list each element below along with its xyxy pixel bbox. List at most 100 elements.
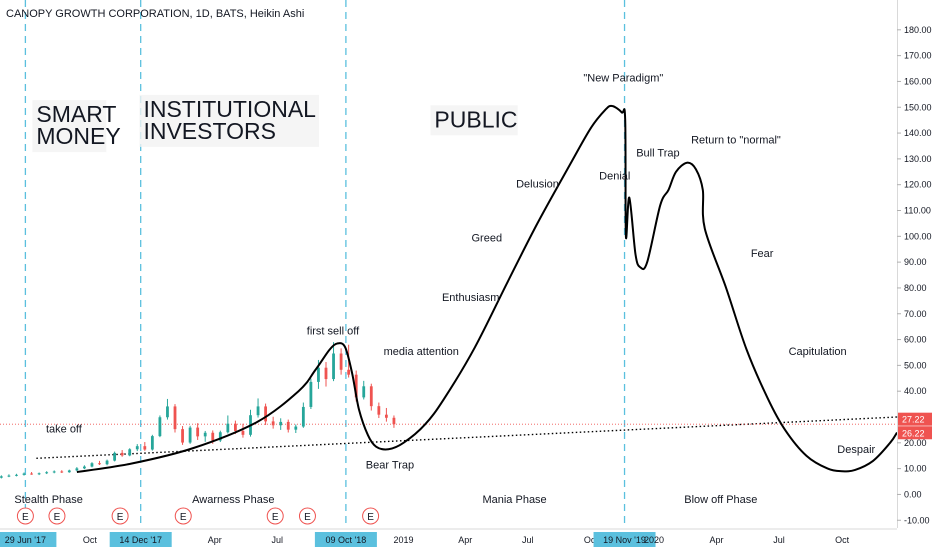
annotation-text: first sell off [307, 325, 360, 337]
annotation-text: Greed [471, 232, 502, 244]
candle-body [158, 417, 162, 437]
y-tick-label: 120.00 [904, 180, 932, 190]
candle-body [211, 432, 215, 441]
x-highlight-tag-label: 19 Nov '19 [603, 535, 646, 545]
candle [203, 430, 207, 442]
candle-body [392, 417, 396, 425]
candle [67, 469, 71, 473]
candle [22, 472, 26, 476]
candle-body [45, 472, 49, 474]
annotation-text: Enthusiasm [442, 292, 499, 304]
candle-body [203, 432, 207, 437]
x-highlight-tag-label: 09 Oct '18 [326, 535, 367, 545]
candle-body [301, 406, 305, 427]
earnings-marker-label: E [304, 512, 311, 523]
candle [218, 430, 222, 443]
annotation-text: "New Paradigm" [583, 72, 663, 84]
cycle-curve-layer [76, 104, 898, 473]
candle-body [324, 367, 328, 380]
earnings-marker-circle [111, 507, 129, 525]
earnings-marker-circle [16, 507, 34, 525]
candle-body [362, 386, 366, 398]
x-tick-label: Jul [272, 535, 284, 545]
candle [128, 448, 132, 457]
y-tick-label: -10.00 [904, 515, 930, 525]
x-tick-label: Jul [773, 535, 785, 545]
x-tick-label: Oct [584, 535, 599, 545]
candle [158, 415, 162, 438]
y-tick-label: 0.00 [904, 489, 922, 499]
candle-body [279, 421, 283, 426]
x-highlight-tag-bg [314, 532, 377, 547]
candle-body [347, 369, 351, 375]
phase-label: Stealth Phase [14, 494, 83, 506]
candle-body [256, 406, 260, 416]
candle-body [286, 421, 290, 430]
candles-layer [0, 342, 396, 479]
candle [7, 474, 11, 478]
annotation-text: Despair [837, 444, 875, 456]
x-tick-label: Apr [208, 535, 222, 545]
y-tick-label: 140.00 [904, 128, 932, 138]
annotation-text: Denial [599, 171, 630, 183]
candle-body [30, 473, 33, 475]
y-tick-label: 180.00 [904, 25, 932, 35]
y-tick-label: 70.00 [904, 309, 927, 319]
candle-body [369, 386, 373, 407]
y-tick-label: 50.00 [904, 360, 927, 370]
candle [105, 459, 109, 466]
candle-body [90, 463, 94, 467]
earnings-marker-circle [298, 507, 316, 525]
earnings-marker-label: E [117, 512, 124, 523]
stage-label-bg [430, 105, 518, 136]
candle-body [52, 471, 56, 473]
candle [113, 451, 117, 462]
candle [392, 415, 396, 428]
candle [332, 342, 335, 382]
stage-label-text: MONEY [36, 123, 120, 149]
x-tick-label: Jul [522, 535, 534, 545]
candle-body [67, 470, 71, 473]
candle [241, 423, 245, 438]
x-tick-label: Oct [83, 535, 98, 545]
x-tick-label: Oct [835, 535, 850, 545]
candle [30, 471, 33, 475]
candle-body [226, 423, 230, 433]
stage-label-text: PUBLIC [434, 106, 517, 132]
candle-body [339, 353, 343, 370]
chart-title: CANOPY GROWTH CORPORATION, 1D, BATS, Hei… [6, 8, 304, 20]
candle [286, 419, 290, 433]
x-highlight-tag-bg [593, 532, 656, 547]
y-tick-label: 150.00 [904, 102, 932, 112]
earnings-marker-label: E [367, 512, 374, 523]
candle-body [75, 468, 79, 471]
y-tick-label: 20.00 [904, 438, 927, 448]
candle-body [354, 374, 358, 398]
candle-body [143, 446, 147, 450]
candle [384, 407, 388, 422]
candle-body [264, 406, 267, 422]
price-tag: 27.22 [898, 412, 932, 426]
y-tick-label: 90.00 [904, 257, 927, 267]
stage-label-text: INSTITUTIONAL [143, 96, 316, 122]
price-tag-bg [898, 412, 932, 426]
y-tick-label: 110.00 [904, 206, 931, 216]
candle [188, 425, 192, 444]
phase-label: Mania Phase [482, 494, 546, 506]
x-tick-label: Apr [458, 535, 472, 545]
candle [339, 348, 343, 375]
annotation-text: Delusion [516, 178, 559, 190]
earnings-marker-label: E [272, 512, 279, 523]
earnings-marker-circle [266, 507, 284, 525]
candle-body [98, 463, 101, 465]
annotation-text: Capitulation [789, 346, 847, 358]
stage-label-bg [139, 94, 320, 147]
candle [256, 398, 260, 418]
earnings-marker: E [362, 507, 380, 525]
candle [271, 416, 275, 429]
candle [362, 380, 366, 400]
